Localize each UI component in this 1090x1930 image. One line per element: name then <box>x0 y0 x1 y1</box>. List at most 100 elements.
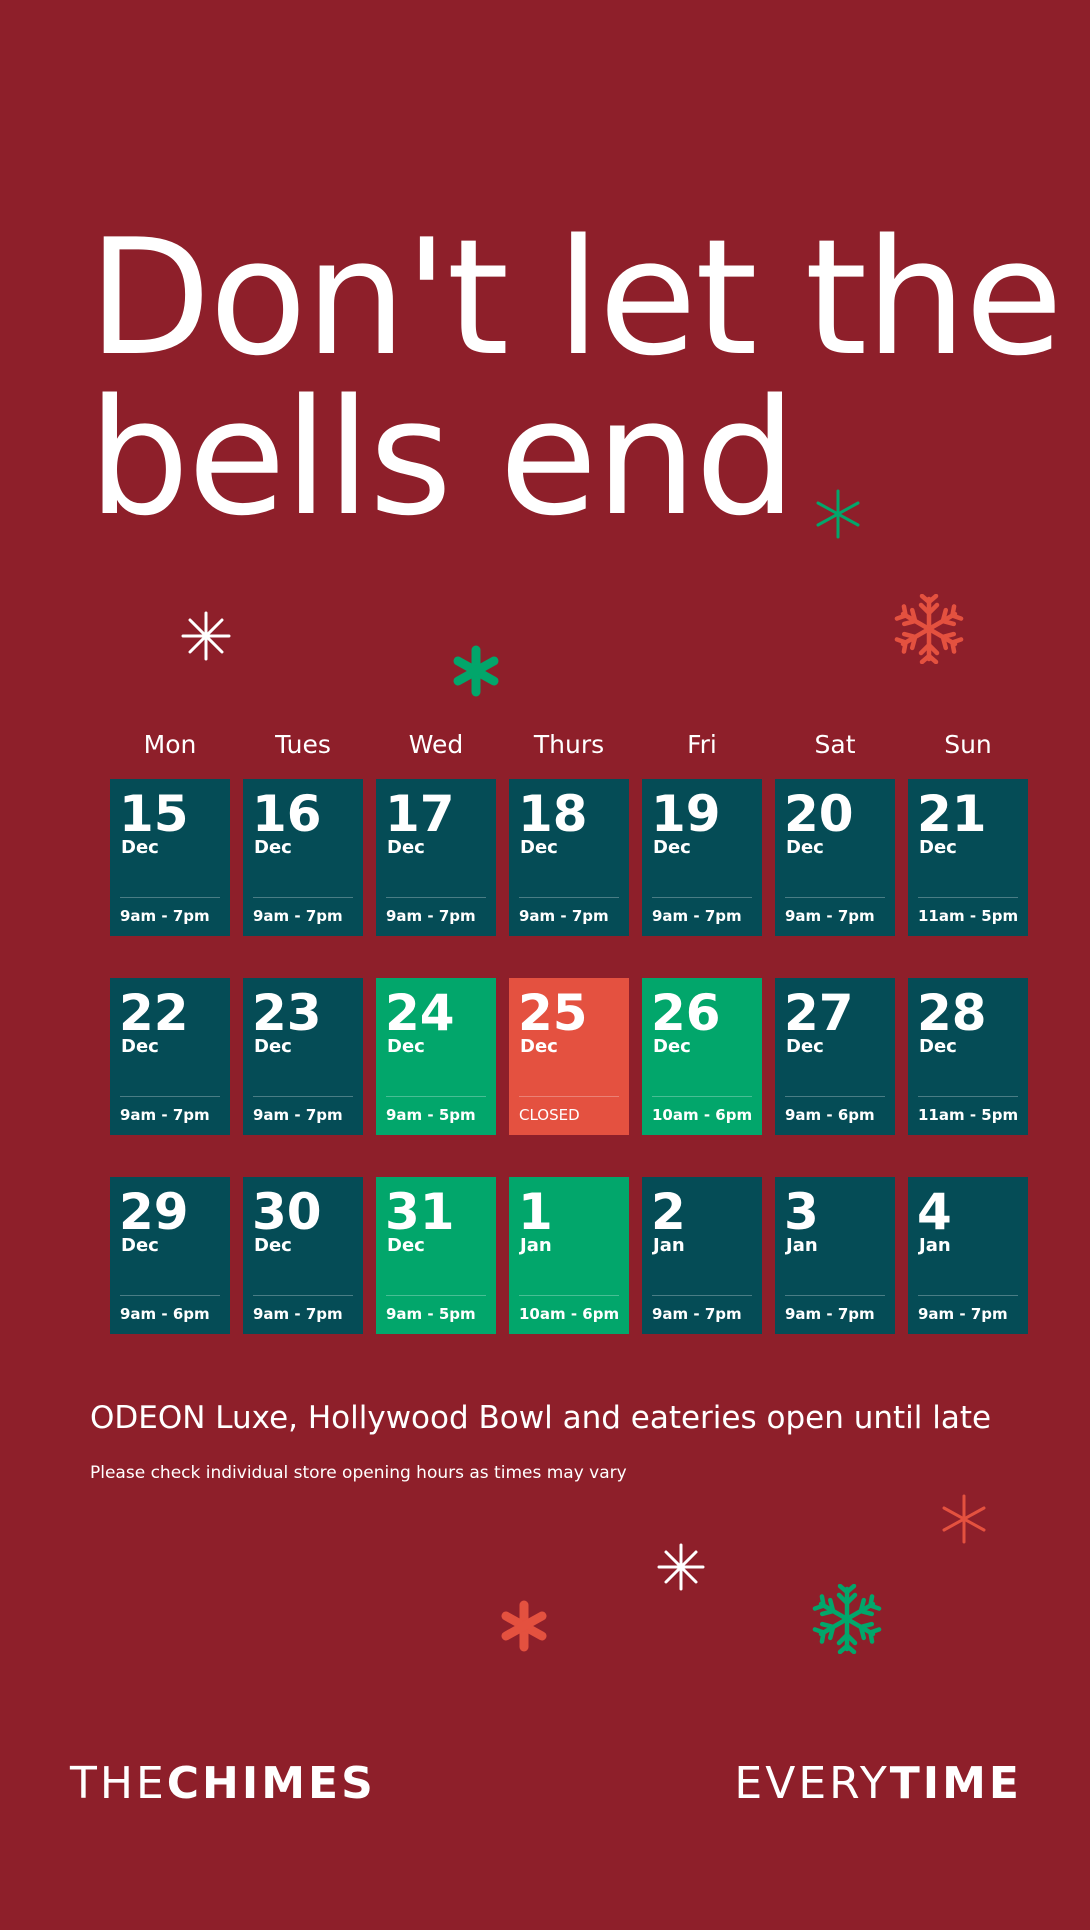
cell-divider <box>652 897 752 898</box>
day-number: 26 <box>651 984 721 1042</box>
opening-hours: 11am - 5pm <box>918 1106 1019 1124</box>
day-month: Dec <box>121 1036 159 1057</box>
white-sparkle-icon-2 <box>657 1543 705 1591</box>
day-month: Dec <box>653 837 691 858</box>
calendar-day-cell: 22 Dec 9am - 7pm <box>110 978 230 1135</box>
late-opening-info: ODEON Luxe, Hollywood Bowl and eateries … <box>90 1400 992 1436</box>
opening-hours: 9am - 6pm <box>785 1106 875 1124</box>
day-number: 29 <box>119 1183 189 1241</box>
day-number: 15 <box>119 785 189 843</box>
day-number: 24 <box>385 984 455 1042</box>
day-month: Dec <box>786 1036 824 1057</box>
calendar-grid: 15 Dec 9am - 7pm 16 Dec 9am - 7pm 17 Dec 9am - 7… <box>110 779 1030 1334</box>
calendar-day-cell: 27 Dec 9am - 6pm <box>775 978 895 1135</box>
calendar-day-cell: 23 Dec 9am - 7pm <box>243 978 363 1135</box>
day-number: 17 <box>385 785 455 843</box>
cell-divider <box>785 1096 885 1097</box>
calendar-day-cell: 28 Dec 11am - 5pm <box>908 978 1028 1135</box>
day-month: Jan <box>786 1235 818 1256</box>
day-month: Dec <box>919 837 957 858</box>
day-number: 28 <box>917 984 987 1042</box>
headline-line-1: Don't let the <box>88 204 1063 391</box>
day-number: 21 <box>917 785 987 843</box>
calendar-day-cell: 26 Dec 10am - 6pm <box>642 978 762 1135</box>
cell-divider <box>918 1295 1018 1296</box>
calendar-day-cell: 1 Jan 10am - 6pm <box>509 1177 629 1334</box>
cell-divider <box>386 1295 486 1296</box>
headline: Don't let the bells end <box>88 204 1063 551</box>
cell-divider <box>652 1295 752 1296</box>
day-month: Jan <box>919 1235 951 1256</box>
day-month: Dec <box>653 1036 691 1057</box>
calendar-day-cell: 3 Jan 9am - 7pm <box>775 1177 895 1334</box>
day-number: 3 <box>784 1183 819 1241</box>
opening-hours: 9am - 7pm <box>519 907 609 925</box>
opening-hours: 11am - 5pm <box>918 907 1019 925</box>
cell-divider <box>918 897 1018 898</box>
day-number: 19 <box>651 785 721 843</box>
day-month: Dec <box>919 1036 957 1057</box>
opening-hours: 9am - 7pm <box>785 907 875 925</box>
weekday-mon: Mon <box>143 730 197 759</box>
headline-line-2: bells end <box>88 364 797 551</box>
calendar-day-cell: 18 Dec 9am - 7pm <box>509 779 629 936</box>
green-snowflake-icon <box>812 1584 882 1654</box>
calendar-day-cell: 30 Dec 9am - 7pm <box>243 1177 363 1334</box>
calendar-day-cell: 17 Dec 9am - 7pm <box>376 779 496 936</box>
cell-divider <box>519 1295 619 1296</box>
opening-hours: 9am - 7pm <box>120 907 210 925</box>
calendar-day-cell: 15 Dec 9am - 7pm <box>110 779 230 936</box>
cell-divider <box>785 1295 885 1296</box>
day-month: Dec <box>121 1235 159 1256</box>
opening-hours: 9am - 7pm <box>253 1106 343 1124</box>
day-number: 23 <box>252 984 322 1042</box>
opening-hours: 9am - 6pm <box>120 1305 210 1323</box>
day-month: Dec <box>254 837 292 858</box>
weekday-sun: Sun <box>944 730 992 759</box>
cell-divider <box>519 897 619 898</box>
slogan-bold-text: TIME <box>889 1758 1022 1809</box>
day-number: 30 <box>252 1183 322 1241</box>
opening-hours: 9am - 7pm <box>652 907 742 925</box>
the-chimes-logo: THECHIMES <box>70 1758 376 1809</box>
calendar-day-cell: 25 Dec CLOSED <box>509 978 629 1135</box>
cell-divider <box>120 1295 220 1296</box>
cell-divider <box>253 1096 353 1097</box>
day-number: 31 <box>385 1183 455 1241</box>
weekday-tues: Tues <box>275 730 331 759</box>
day-month: Dec <box>387 1235 425 1256</box>
cell-divider <box>120 1096 220 1097</box>
opening-hours: 9am - 7pm <box>652 1305 742 1323</box>
cell-divider <box>386 1096 486 1097</box>
day-number: 22 <box>119 984 189 1042</box>
weekday-thurs: Thurs <box>533 730 605 759</box>
day-month: Jan <box>520 1235 552 1256</box>
calendar-day-cell: 21 Dec 11am - 5pm <box>908 779 1028 936</box>
calendar-day-cell: 2 Jan 9am - 7pm <box>642 1177 762 1334</box>
slogan-light-text: EVERY <box>734 1758 890 1809</box>
white-sparkle-icon <box>181 611 231 661</box>
opening-hours: 10am - 6pm <box>652 1106 753 1124</box>
cell-divider <box>519 1096 619 1097</box>
cell-divider <box>253 1295 353 1296</box>
logo-bold-text: CHIMES <box>166 1758 376 1809</box>
day-number: 27 <box>784 984 854 1042</box>
opening-hours-calendar: Mon Tues Wed Thurs Fri Sat Sun 15 Dec 9am … <box>110 730 1030 1334</box>
opening-hours: 9am - 7pm <box>120 1106 210 1124</box>
day-number: 4 <box>917 1183 952 1241</box>
day-month: Dec <box>121 837 159 858</box>
opening-hours: CLOSED <box>519 1106 580 1124</box>
calendar-day-cell: 24 Dec 9am - 5pm <box>376 978 496 1135</box>
opening-hours: 9am - 7pm <box>386 907 476 925</box>
calendar-day-cell: 4 Jan 9am - 7pm <box>908 1177 1028 1334</box>
cell-divider <box>918 1096 1018 1097</box>
day-month: Dec <box>387 837 425 858</box>
day-month: Dec <box>387 1036 425 1057</box>
weekday-sat: Sat <box>814 730 856 759</box>
opening-hours: 9am - 7pm <box>785 1305 875 1323</box>
green-sparkle-icon <box>816 489 860 539</box>
calendar-day-cell: 19 Dec 9am - 7pm <box>642 779 762 936</box>
logo-light-text: THE <box>70 1758 167 1809</box>
day-number: 25 <box>518 984 588 1042</box>
day-number: 20 <box>784 785 854 843</box>
